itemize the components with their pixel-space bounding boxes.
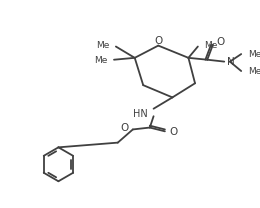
Text: Me: Me: [248, 67, 260, 76]
Text: Me: Me: [204, 41, 218, 50]
Text: O: O: [170, 127, 178, 137]
Text: Me: Me: [94, 56, 107, 65]
Text: O: O: [154, 36, 162, 46]
Text: Me: Me: [96, 41, 109, 50]
Text: N: N: [227, 57, 235, 67]
Text: O: O: [120, 124, 128, 134]
Text: Me: Me: [248, 50, 260, 59]
Text: O: O: [217, 37, 225, 47]
Text: HN: HN: [133, 109, 148, 119]
